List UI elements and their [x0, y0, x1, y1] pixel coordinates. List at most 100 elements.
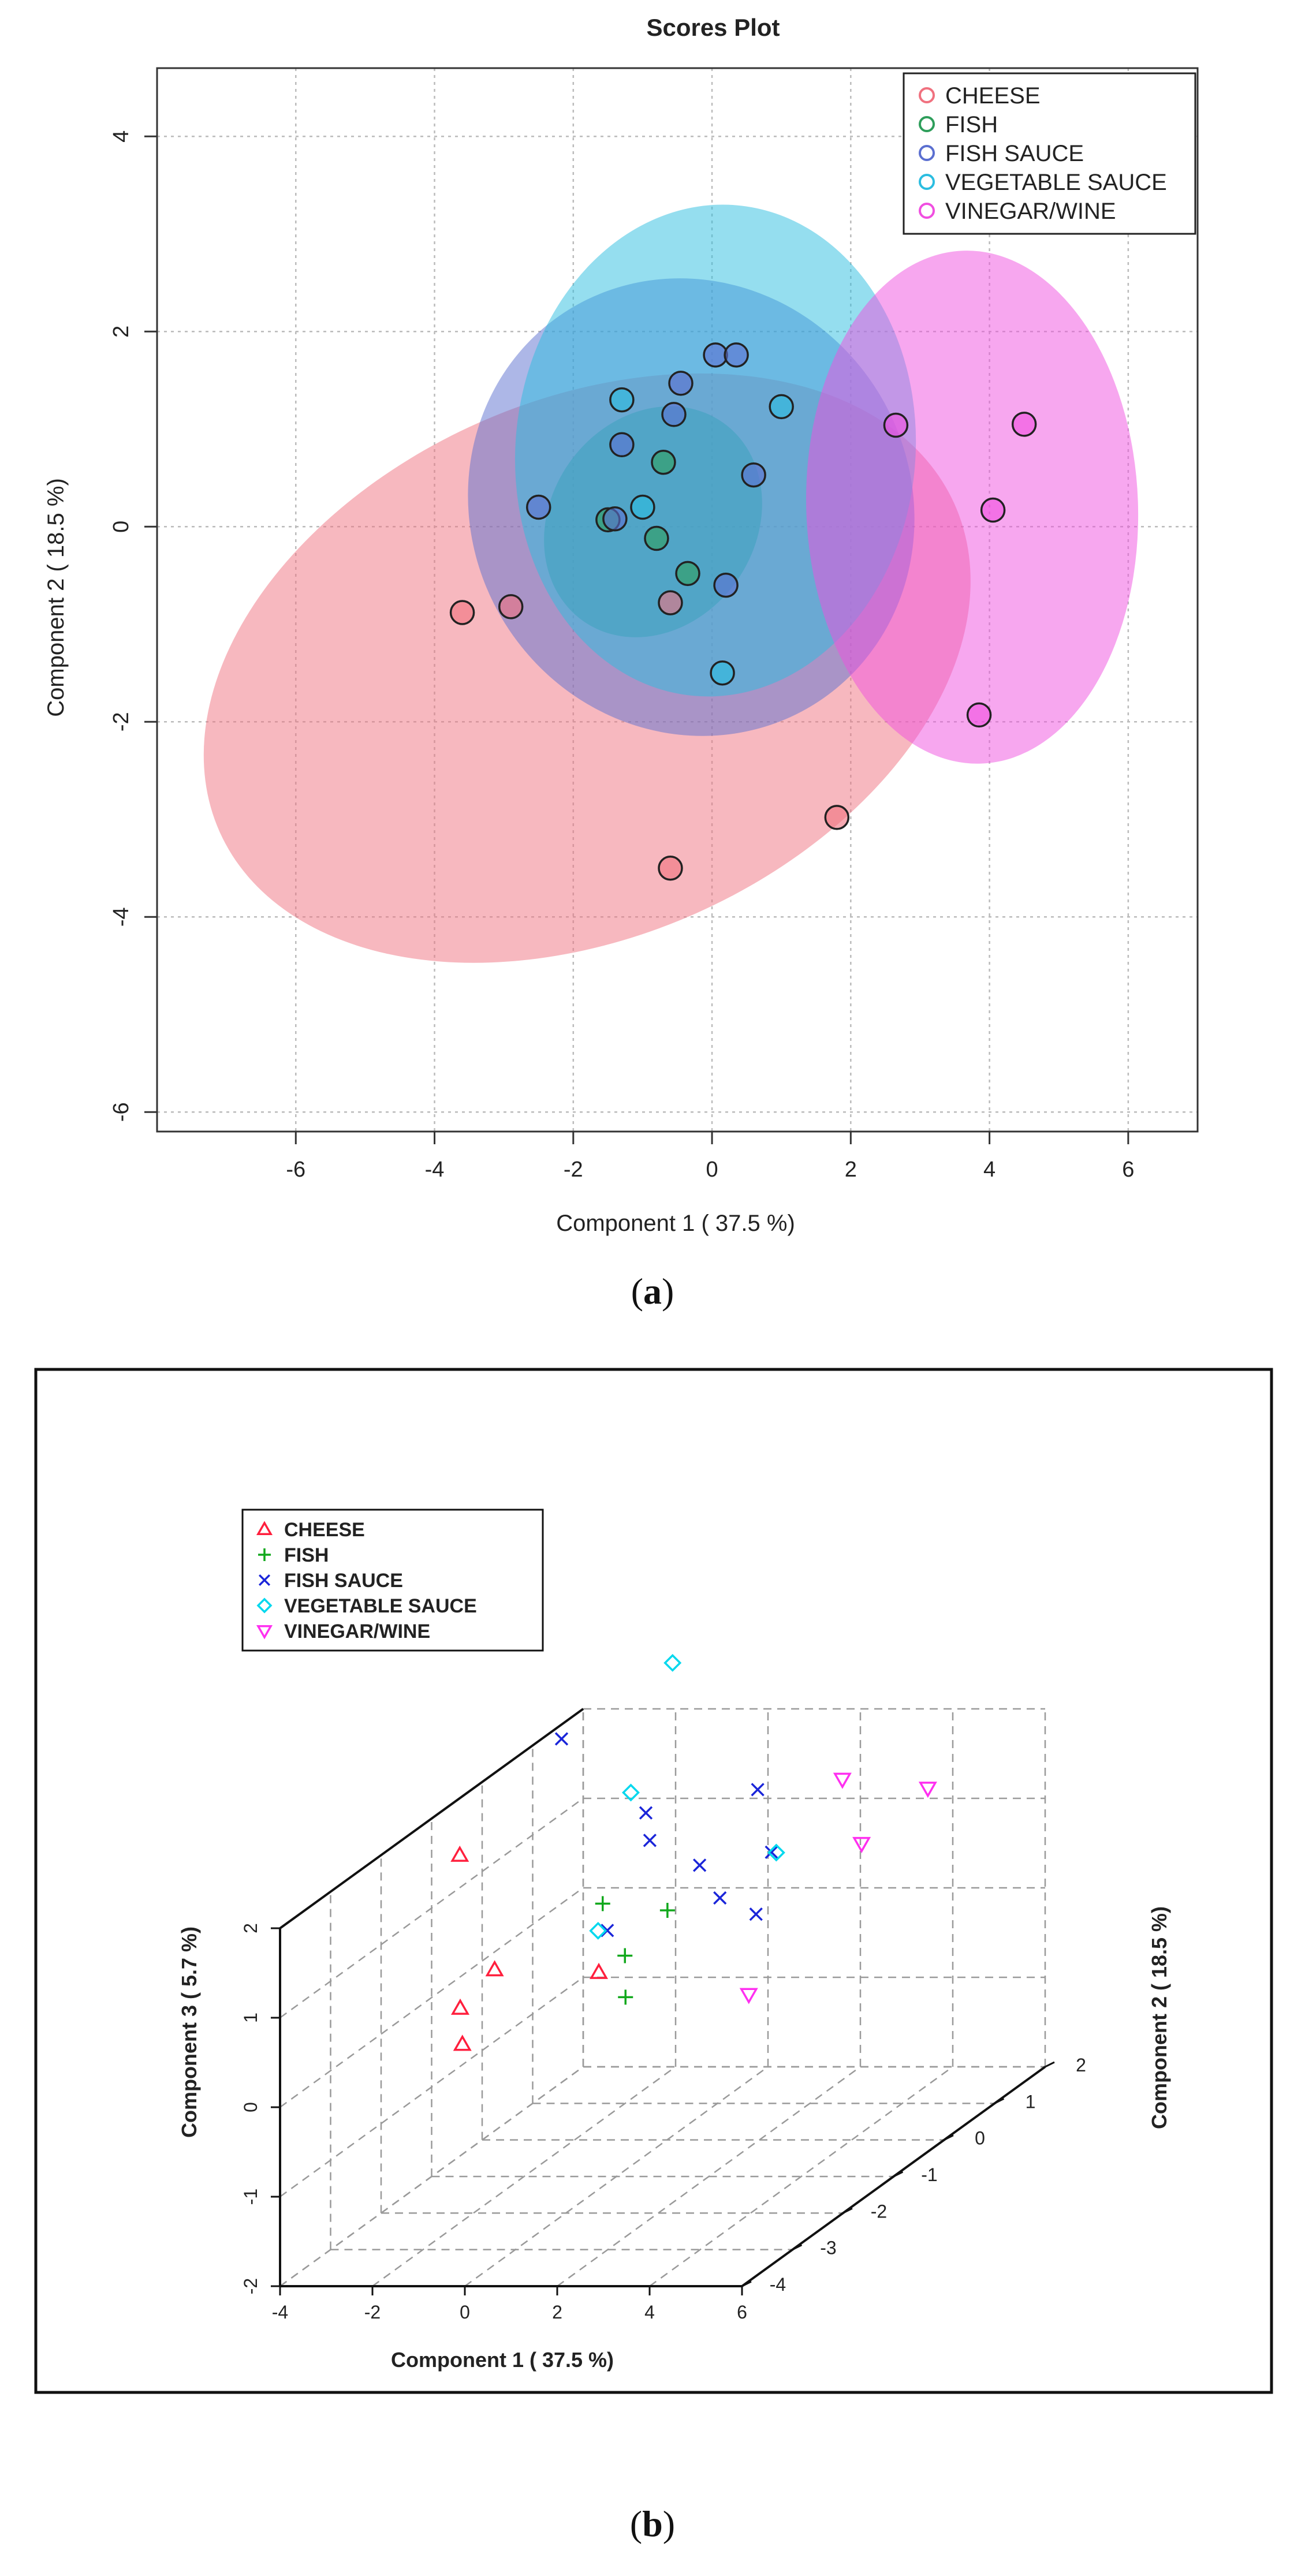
point-fish-sauce [751, 1783, 765, 1797]
left-gridline [279, 1797, 584, 2019]
point-vinegar-wine [739, 1988, 758, 2004]
point-vinegar-wine [966, 702, 992, 728]
legend-label-fish-sauce: FISH SAUCE [945, 141, 1084, 166]
point-vegetable-sauce [769, 394, 794, 420]
legend-label-vinegar-wine: VINEGAR/WINE [284, 1621, 430, 1642]
legend-box [241, 1509, 544, 1652]
y-tick [741, 2280, 752, 2287]
point-vegetable-sauce [710, 660, 735, 686]
top-edge [279, 1708, 584, 1929]
legend-marker-vinegar-wine [919, 203, 935, 219]
x-tick-label: 0 [460, 2302, 470, 2323]
point-fish-sauce [661, 402, 687, 427]
x-tick-label: 4 [983, 1158, 995, 1182]
point-cheese [658, 590, 683, 615]
caption-b: (b) [0, 2503, 1305, 2545]
point-cheese [450, 1845, 469, 1862]
point-cheese [449, 600, 475, 625]
point-fish-sauce [741, 462, 766, 488]
legend-label-vinegar-wine: VINEGAR/WINE [945, 199, 1116, 224]
panel-frame [34, 1368, 1273, 2394]
caption-close: ) [662, 1271, 674, 1312]
z-tick-label: 1 [240, 2013, 261, 2023]
y-tick-label: 4 [109, 130, 133, 143]
y-tick [792, 2244, 803, 2251]
legend-marker-fish-sauce [258, 1574, 271, 1586]
point-vinegar-wine [852, 1836, 871, 1853]
point-vegetable-sauce [589, 1921, 607, 1940]
y-tick-label: -4 [770, 2274, 786, 2295]
point-cheese [453, 2034, 472, 2051]
legend: CHEESE FISH FISH SAUCE VEGETABLE SAUCE VINEG… [903, 72, 1196, 235]
point-fish-sauce [692, 1858, 707, 1872]
data-points [449, 342, 1037, 881]
point-fish-sauce [643, 1834, 657, 1847]
x-axis-label: Component 1 ( 37.5 %) [556, 1211, 795, 1236]
point-vegetable-sauce [767, 1843, 785, 1862]
point-fish-sauce [724, 342, 749, 368]
y-tick [1045, 2061, 1055, 2068]
point-vinegar-wine [883, 412, 909, 438]
x-tick-label: 6 [737, 2302, 747, 2323]
point-fish-sauce [703, 342, 728, 368]
floor-gridline [372, 2066, 676, 2287]
z-tick-label: -1 [240, 2189, 261, 2205]
legend-marker-vegetable-sauce [919, 174, 935, 190]
y-axis: -6 -4 -2 0 2 4 [109, 130, 157, 1122]
legend-label-fish: FISH [284, 1544, 329, 1566]
point-cheese [824, 805, 850, 830]
y-tick [994, 2097, 1005, 2104]
scores-plot-3d: -4 -2 0 2 4 6 -4 -3 -2 -1 0 1 2 -2 -1 0 1 2 Component 1 (… [34, 1368, 1273, 2394]
point-cheese [589, 1962, 609, 1979]
point-vegetable-sauce [622, 1783, 640, 1802]
y-tick-label: 0 [109, 521, 133, 533]
point-fish [595, 1896, 610, 1912]
point-fish [675, 561, 700, 587]
y-tick-label: 0 [975, 2128, 985, 2149]
point-fish-sauce [639, 1806, 653, 1820]
x-tick-label: -4 [425, 1158, 445, 1182]
point-vegetable-sauce [663, 1653, 682, 1672]
legend-marker-fish [258, 1548, 271, 1561]
point-fish-sauce [749, 1907, 763, 1921]
x-tick-label: 2 [552, 2302, 562, 2323]
legend-marker-vinegar-wine [256, 1625, 273, 1640]
y-tick-label: 2 [109, 326, 133, 338]
caption-close: ) [662, 2503, 676, 2544]
3d-box [279, 1708, 1046, 2287]
y-tick [842, 2207, 853, 2214]
legend-box [903, 72, 1196, 235]
point-fish [659, 1903, 675, 1918]
z-axis-label: Component 3 ( 5.7 %) [177, 1927, 201, 2138]
point-fish-sauce [668, 371, 693, 396]
y-tick-label: 2 [1076, 2055, 1086, 2075]
point-fish-sauce [554, 1732, 569, 1746]
y-tick-label: -2 [109, 712, 133, 731]
point-fish-sauce [525, 494, 551, 520]
point-vinegar-wine [918, 1782, 937, 1798]
point-fish [644, 525, 669, 551]
chart-title: Scores Plot [646, 14, 780, 41]
point-cheese [450, 1998, 470, 2015]
point-cheese [658, 855, 683, 881]
data-points [450, 1653, 937, 2051]
x-tick-label: 4 [644, 2302, 655, 2323]
legend-marker-fish [919, 116, 935, 132]
legend-marker-cheese [256, 1521, 273, 1535]
y-axis-label: Component 2 ( 18.5 %) [1147, 1906, 1171, 2129]
caption-letter: a [643, 1271, 662, 1312]
point-cheese [485, 1960, 504, 1977]
x-tick-label: -2 [564, 1158, 583, 1182]
legend-marker-cheese [919, 87, 935, 103]
z-tick-label: 2 [240, 1923, 261, 1933]
caption-letter: b [642, 2503, 663, 2544]
legend-label-cheese: CHEESE [284, 1519, 365, 1541]
point-fish-sauce [602, 506, 628, 532]
point-vegetable-sauce [630, 494, 655, 520]
y-tick-label: -4 [109, 907, 133, 927]
x-tick-label: 6 [1122, 1158, 1134, 1182]
ellipse-vinegar-wine [806, 251, 1139, 764]
legend-label-fish: FISH [945, 112, 998, 137]
x-tick-label: -2 [364, 2302, 381, 2323]
left-gridline [279, 2066, 584, 2287]
